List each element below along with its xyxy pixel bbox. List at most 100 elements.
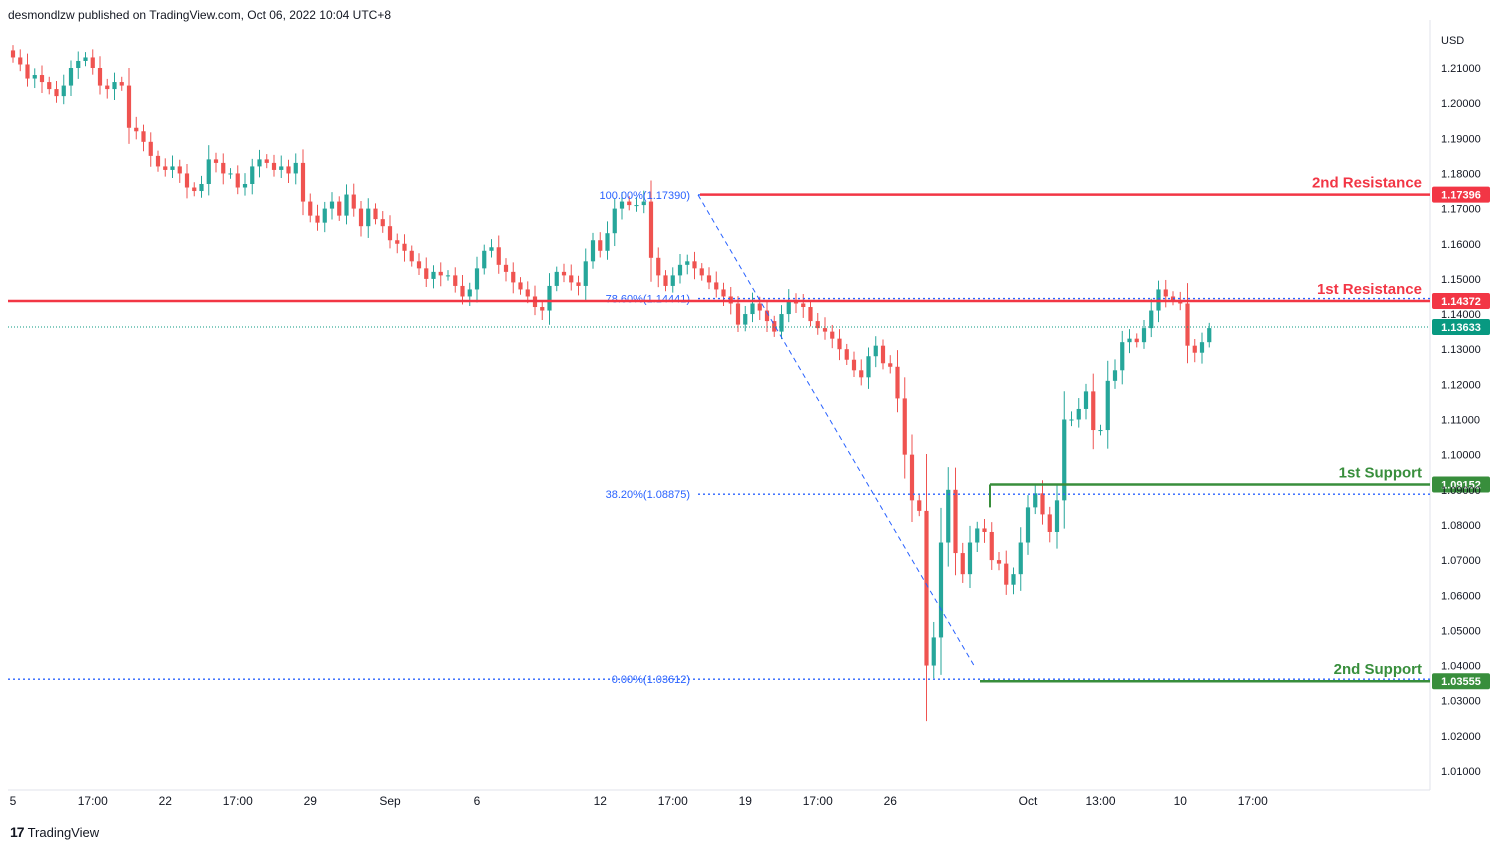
candle-body <box>786 299 791 315</box>
candle-body <box>866 356 871 378</box>
level-support[interactable]: 2nd Support 1.03555 <box>980 661 1490 690</box>
candle <box>474 256 480 303</box>
candle-body <box>830 331 835 339</box>
candle-body <box>967 542 973 575</box>
candle-body <box>851 359 857 371</box>
level-name-label: 2nd Support <box>1334 661 1422 678</box>
candle-body <box>1033 493 1038 508</box>
candle <box>1083 383 1089 420</box>
candle <box>967 525 973 589</box>
support-resistance-levels[interactable]: 2nd Resistance 1.17396 1st Resistance 1.143… <box>8 175 1490 690</box>
candle-body <box>322 208 327 223</box>
candle <box>511 262 516 294</box>
candle <box>888 355 893 374</box>
candle <box>786 289 791 323</box>
candle <box>250 158 255 195</box>
candle-body <box>431 271 436 279</box>
candle-body <box>511 271 516 283</box>
price-tick-label: 1.04000 <box>1441 661 1481 673</box>
candle <box>286 159 291 183</box>
candle-body <box>1018 542 1023 575</box>
time-tick-label: 17:00 <box>803 794 833 808</box>
candle <box>134 116 139 140</box>
candlestick-series <box>10 45 1212 722</box>
candle-body <box>569 275 574 283</box>
candle <box>685 254 690 275</box>
level-resistance[interactable]: 1st Resistance 1.14372 <box>8 281 1490 309</box>
candle-body <box>308 201 313 216</box>
candle-body <box>880 345 886 364</box>
candle-body <box>1054 500 1060 532</box>
candle-body <box>554 271 559 286</box>
level-price-tag <box>1432 186 1490 203</box>
candle <box>271 154 277 177</box>
level-resistance[interactable]: 2nd Resistance 1.17396 <box>700 175 1490 203</box>
candle <box>126 68 132 144</box>
level-price-tag-text: 1.03555 <box>1441 676 1481 688</box>
candle <box>503 258 509 282</box>
price-tick-label: 1.07000 <box>1441 555 1481 567</box>
candle <box>1127 329 1132 354</box>
candle <box>1040 480 1045 525</box>
candle <box>1163 279 1168 308</box>
current-price-tag-text: 1.13633 <box>1441 322 1481 334</box>
candle-body <box>1207 328 1212 343</box>
candle <box>315 204 320 231</box>
candle <box>793 293 799 313</box>
candle <box>590 232 596 269</box>
candle-body <box>540 307 545 311</box>
time-tick-label: 12 <box>594 794 608 808</box>
candle <box>279 155 284 179</box>
candle <box>772 315 777 337</box>
candle <box>1149 298 1154 338</box>
candle <box>1199 332 1205 364</box>
candle <box>873 336 878 368</box>
candle <box>460 275 465 305</box>
candle-body <box>105 85 110 90</box>
candle-body <box>329 201 335 209</box>
candle <box>105 78 110 99</box>
candle-body <box>924 510 929 666</box>
fibonacci-retracement[interactable]: 100.00%(1.17390) 78.60%(1.14441) 38.20%(1.… <box>8 190 1430 686</box>
candle <box>1069 411 1074 427</box>
price-tick-label: 1.11000 <box>1441 415 1480 427</box>
candle-body <box>424 268 429 279</box>
candle-body <box>90 57 95 68</box>
candle-body <box>271 162 277 170</box>
candle <box>960 542 965 583</box>
candle-body <box>547 285 552 311</box>
tradingview-branding[interactable]: 17 TradingView <box>10 824 99 840</box>
candle-body <box>750 303 755 315</box>
candle <box>192 182 197 197</box>
candle <box>714 271 719 298</box>
candle <box>416 253 422 276</box>
current-price-marker[interactable]: 1.13633 <box>8 318 1490 335</box>
candle <box>163 158 168 177</box>
fib-level-label: 38.20%(1.08875) <box>606 489 690 501</box>
candle <box>482 244 487 275</box>
candle <box>518 277 523 295</box>
candle <box>525 281 530 304</box>
level-support[interactable]: 1st Support 1.09152 <box>990 464 1490 493</box>
candle <box>61 74 66 105</box>
candle <box>489 239 494 258</box>
candle-body <box>670 275 675 286</box>
candle <box>47 76 52 95</box>
candle-body <box>721 289 726 297</box>
candle-body <box>184 173 190 188</box>
candle <box>569 264 574 291</box>
candle-body <box>1076 408 1081 420</box>
tradingview-logo-icon: 17 <box>10 824 25 840</box>
price-axis[interactable]: USD 1.21000 1.20000 1.19000 1.18000 1.17000 1… <box>1441 35 1481 778</box>
candle <box>228 168 233 179</box>
level-name-label: 2nd Resistance <box>1312 175 1422 192</box>
price-tick-label: 1.09000 <box>1441 485 1481 497</box>
candle <box>141 124 146 152</box>
candle-body <box>612 208 617 234</box>
candle-body <box>576 282 581 286</box>
time-axis[interactable]: 5 17:00 22 17:00 29 Sep 6 12 17:00 19 17:00 26 Oct 13… <box>10 794 1268 808</box>
candle <box>627 196 632 211</box>
time-tick-label: 13:00 <box>1085 794 1115 808</box>
candle <box>83 52 88 67</box>
